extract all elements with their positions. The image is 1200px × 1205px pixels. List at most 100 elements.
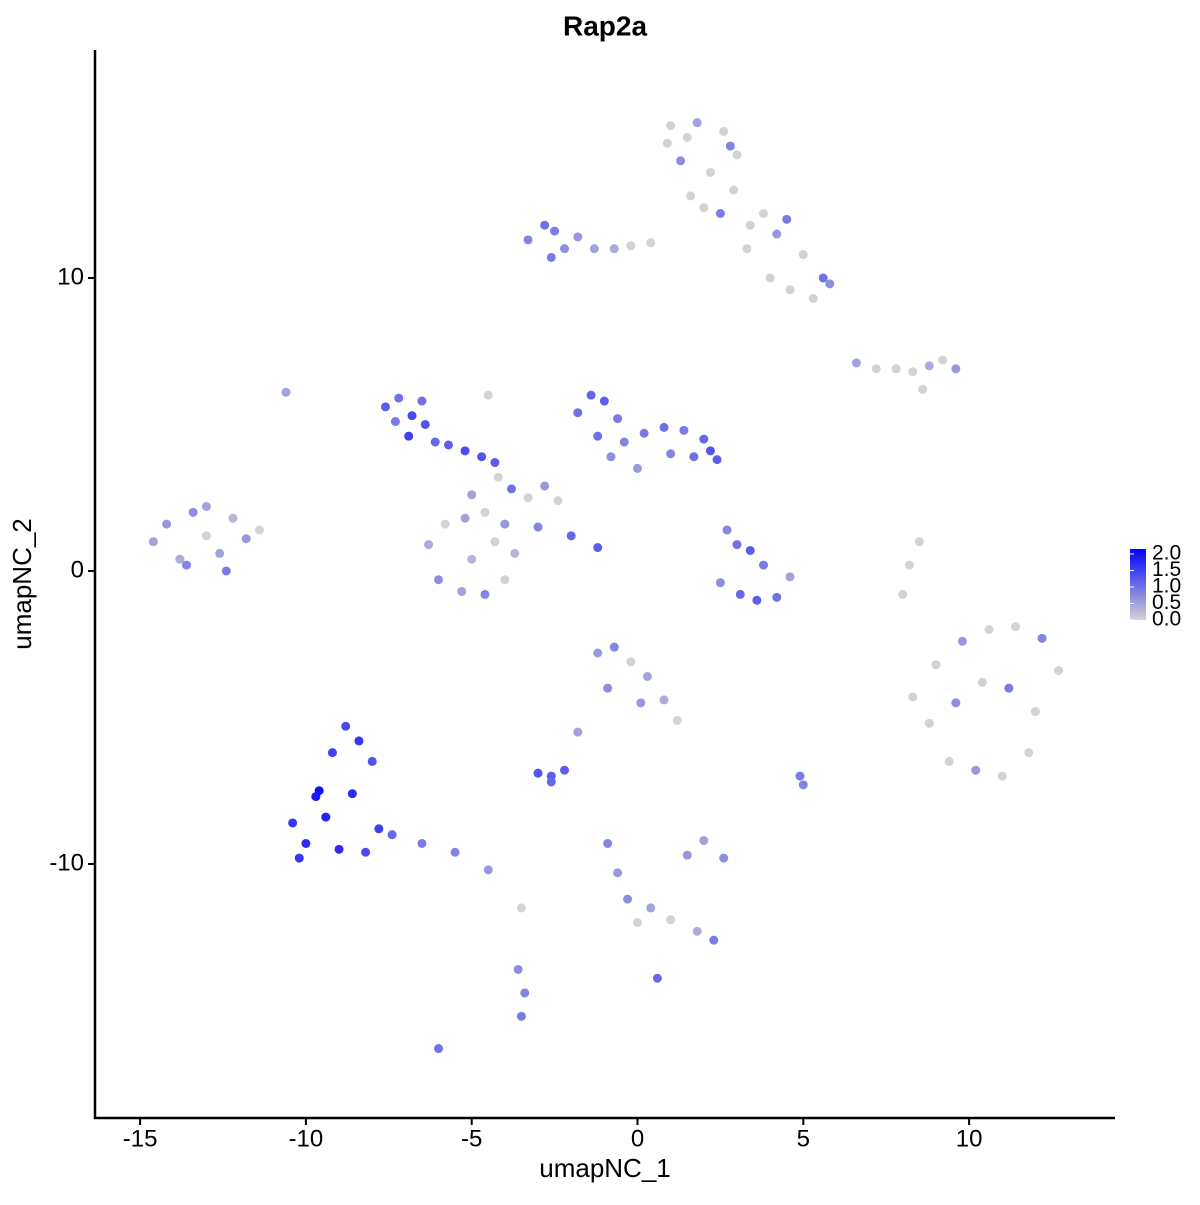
point — [1054, 666, 1064, 676]
x-axis-title: umapNC_1 — [539, 1153, 671, 1183]
point — [460, 513, 470, 523]
point — [729, 185, 739, 195]
point — [516, 903, 526, 913]
point — [387, 830, 397, 840]
point — [692, 118, 702, 128]
point — [646, 903, 656, 913]
point — [374, 824, 384, 834]
point — [560, 244, 570, 254]
point — [642, 671, 652, 681]
point — [188, 507, 198, 517]
x-tick-label: 0 — [631, 1125, 644, 1152]
point — [666, 449, 676, 459]
point — [632, 918, 642, 928]
point — [772, 229, 782, 239]
point — [692, 926, 702, 936]
point — [490, 537, 500, 547]
point — [182, 560, 192, 570]
point — [510, 548, 520, 558]
point — [918, 384, 928, 394]
point — [908, 367, 918, 377]
point — [725, 141, 735, 151]
point — [566, 531, 576, 541]
point — [457, 586, 467, 596]
point — [798, 780, 808, 790]
point — [652, 973, 662, 983]
point — [851, 358, 861, 368]
point — [904, 560, 914, 570]
colorbar-label: 0.5 — [1152, 591, 1181, 614]
point — [705, 446, 715, 456]
point — [523, 235, 533, 245]
point — [500, 575, 510, 585]
y-tick-label: -10 — [49, 849, 84, 876]
point — [715, 578, 725, 588]
point — [951, 698, 961, 708]
point — [924, 361, 934, 371]
point — [603, 838, 613, 848]
point — [327, 748, 337, 758]
point — [407, 411, 417, 421]
point — [417, 838, 427, 848]
point — [984, 625, 994, 635]
point — [699, 434, 709, 444]
point — [288, 818, 298, 828]
point — [540, 220, 550, 230]
point — [586, 390, 596, 400]
point — [636, 698, 646, 708]
point — [321, 812, 331, 822]
point — [924, 718, 934, 728]
point — [745, 545, 755, 555]
point — [659, 422, 669, 432]
point — [613, 414, 623, 424]
point — [682, 132, 692, 142]
point — [682, 850, 692, 860]
point — [712, 455, 722, 465]
point — [785, 572, 795, 582]
point — [632, 463, 642, 473]
point — [443, 440, 453, 450]
point — [546, 777, 556, 787]
point — [434, 1044, 444, 1054]
point — [623, 894, 633, 904]
point — [715, 208, 725, 218]
point — [334, 844, 344, 854]
point — [546, 252, 556, 262]
point — [699, 836, 709, 846]
point — [483, 390, 493, 400]
point — [281, 387, 291, 397]
point — [1004, 683, 1014, 693]
point — [175, 554, 185, 564]
point — [560, 765, 570, 775]
point — [898, 589, 908, 599]
point — [795, 771, 805, 781]
point — [705, 167, 715, 177]
colorbar — [1130, 549, 1146, 620]
point — [603, 683, 613, 693]
point — [404, 431, 414, 441]
point — [593, 648, 603, 658]
point — [891, 364, 901, 374]
x-tick-label: -10 — [289, 1125, 324, 1152]
point — [944, 756, 954, 766]
chart-title: Rap2a — [563, 10, 647, 41]
point — [825, 279, 835, 289]
y-axis-title: umapNC_2 — [7, 518, 37, 650]
point — [676, 156, 686, 166]
point — [686, 191, 696, 201]
point — [626, 657, 636, 667]
point — [609, 244, 619, 254]
point — [719, 126, 729, 136]
point — [553, 496, 563, 506]
point — [254, 525, 264, 535]
point — [430, 437, 440, 447]
point — [540, 481, 550, 491]
point — [599, 396, 609, 406]
point — [666, 915, 676, 925]
point — [424, 540, 434, 550]
point — [573, 727, 583, 737]
point — [679, 425, 689, 435]
point — [971, 765, 981, 775]
colorbar-label: 1.5 — [1152, 558, 1181, 581]
point — [440, 519, 450, 529]
